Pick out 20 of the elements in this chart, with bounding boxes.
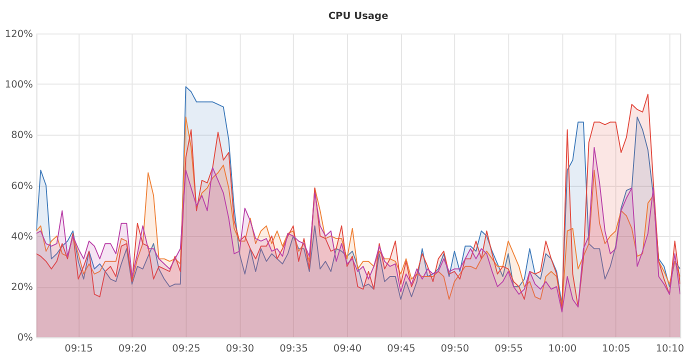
y-tick-label: 120% — [4, 28, 33, 40]
y-tick-label: 40% — [11, 231, 33, 242]
x-tick-label: 09:25 — [172, 344, 200, 355]
y-tick-label: 60% — [11, 180, 33, 192]
x-tick-label: 09:20 — [118, 344, 147, 355]
x-tick-label: 10:05 — [602, 344, 630, 355]
x-tick-label: 09:15 — [64, 344, 93, 355]
x-tick-label: 09:30 — [226, 344, 254, 355]
y-tick-label: 0% — [17, 332, 33, 344]
y-tick-label: 20% — [11, 282, 33, 294]
x-tick-label: 09:50 — [440, 344, 470, 355]
y-tick-label: 80% — [11, 130, 33, 142]
x-tick-label: 09:55 — [494, 344, 523, 355]
chart-title: CPU Usage — [328, 10, 389, 22]
y-tick-label: 100% — [4, 80, 33, 91]
x-tick-label: 09:40 — [333, 344, 362, 355]
x-tick-label: 10:10 — [656, 344, 684, 355]
x-tick-label: 09:45 — [387, 344, 416, 355]
x-tick-label: 09:35 — [280, 344, 308, 355]
x-tick-label: 10:00 — [548, 344, 577, 355]
